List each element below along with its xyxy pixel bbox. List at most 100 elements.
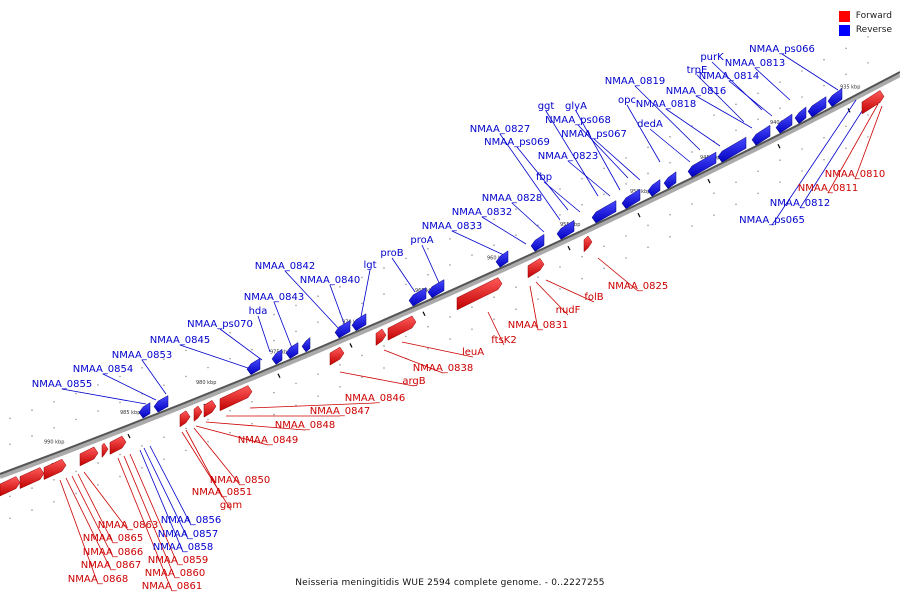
grid-dot bbox=[75, 418, 77, 421]
grid-dot bbox=[75, 392, 77, 395]
gene-label-argb: argB bbox=[402, 376, 425, 387]
grid-dots bbox=[9, 36, 869, 520]
grid-dot bbox=[251, 348, 253, 351]
grid-dot bbox=[163, 358, 165, 360]
gene-label-nmaa-ps067: NMAA_ps067 bbox=[561, 129, 627, 140]
grid-dot bbox=[647, 146, 649, 149]
gene-label-nmaa-ps065: NMAA_ps065 bbox=[739, 215, 805, 226]
grid-dot bbox=[581, 203, 583, 206]
gene-label-nmaa-0825: NMAA_0825 bbox=[608, 281, 669, 292]
forward-gene-block bbox=[387, 315, 417, 341]
grid-dot bbox=[185, 349, 187, 352]
grid-dot bbox=[339, 364, 341, 366]
grid-dot bbox=[207, 366, 209, 369]
grid-dot bbox=[251, 400, 253, 403]
gene-label-nudf: nudF bbox=[556, 305, 581, 316]
forward-gene-block bbox=[193, 405, 203, 422]
grid-dot bbox=[801, 170, 803, 172]
grid-dot bbox=[229, 331, 231, 334]
grid-dot bbox=[449, 264, 451, 266]
gene-label-purk: purK bbox=[700, 52, 724, 63]
leader-line-nmaa-0814 bbox=[728, 80, 773, 117]
gene-label-nmaa-0860: NMAA_0860 bbox=[145, 568, 206, 579]
leader-line-nmaa-0832 bbox=[481, 216, 527, 245]
gene-label-nmaa-0845: NMAA_0845 bbox=[150, 335, 211, 346]
grid-dot bbox=[141, 367, 143, 369]
grid-dot bbox=[383, 293, 385, 295]
genome-axis bbox=[0, 71, 900, 475]
leader-line-hda bbox=[257, 315, 271, 353]
grid-dot bbox=[515, 234, 517, 237]
leader-line-trpe bbox=[696, 74, 745, 123]
leader-line-nmaa-0853 bbox=[141, 359, 167, 395]
grid-dot bbox=[735, 181, 737, 184]
grid-dot bbox=[405, 257, 407, 260]
forward-gene-block bbox=[329, 346, 345, 366]
leader-line-nmaa-0843 bbox=[273, 301, 293, 349]
gene-label-trpe: trpE bbox=[687, 65, 708, 76]
grid-dot bbox=[779, 107, 781, 109]
legend-reverse: Reverse bbox=[838, 23, 892, 37]
axis-tick-label: 990 kbp bbox=[44, 439, 64, 445]
axis-tick-label: 985 kbp bbox=[120, 410, 140, 416]
reverse-gene-block bbox=[495, 250, 509, 268]
grid-dot bbox=[163, 458, 165, 460]
leader-line-nmaa-0813 bbox=[754, 67, 791, 101]
gene-label-nmaa-0812: NMAA_0812 bbox=[770, 198, 831, 209]
grid-dot bbox=[9, 443, 11, 446]
forward-gene-block bbox=[375, 328, 387, 346]
grid-dot bbox=[361, 376, 363, 379]
leader-line-nmaa-0811 bbox=[827, 103, 879, 194]
grid-dot bbox=[317, 395, 319, 397]
grid-dot bbox=[559, 288, 561, 290]
grid-dot bbox=[427, 273, 429, 276]
legend-forward-label: Forward bbox=[855, 11, 892, 21]
grid-dot bbox=[823, 136, 825, 139]
gene-label-nmaa-0856: NMAA_0856 bbox=[161, 515, 222, 526]
grid-dot bbox=[559, 188, 561, 190]
leader-line-nmaa-0818 bbox=[665, 108, 721, 147]
grid-dot bbox=[119, 475, 121, 478]
grid-dot bbox=[559, 214, 561, 216]
grid-dot bbox=[867, 36, 869, 38]
grid-dot bbox=[119, 375, 121, 378]
grid-dot bbox=[207, 340, 209, 343]
forward-gene-block bbox=[219, 385, 253, 412]
grid-dot bbox=[581, 277, 583, 280]
grid-dot bbox=[273, 391, 275, 394]
gene-label-deda: dedA bbox=[637, 119, 663, 130]
grid-dot bbox=[845, 147, 847, 150]
grid-dot bbox=[75, 470, 77, 473]
grid-dot bbox=[361, 354, 363, 357]
grid-dot bbox=[163, 436, 165, 438]
forward-gene-block bbox=[179, 410, 191, 428]
gene-label-lgt: lgt bbox=[363, 260, 376, 271]
gene-label-nmaa-0818: NMAA_0818 bbox=[636, 99, 697, 110]
reverse-gene-block bbox=[775, 113, 793, 134]
gene-label-nmaa-0838: NMAA_0838 bbox=[413, 363, 474, 374]
reverse-swatch bbox=[838, 24, 850, 36]
reverse-gene-block bbox=[717, 136, 747, 163]
grid-dot bbox=[53, 400, 55, 403]
leader-line-nmaa-0868 bbox=[59, 479, 99, 585]
forward-gene-block bbox=[101, 442, 109, 459]
grid-dot bbox=[361, 276, 363, 279]
gene-label-nmaa-0848: NMAA_0848 bbox=[275, 420, 336, 431]
leader-line-nmaa-0856 bbox=[149, 445, 192, 526]
grid-dot bbox=[53, 426, 55, 429]
gene-label-nmaa-0847: NMAA_0847 bbox=[310, 406, 371, 417]
grid-dot bbox=[273, 313, 275, 316]
gene-label-nmaa-0840: NMAA_0840 bbox=[300, 275, 361, 286]
leader-line-nmaa-0831 bbox=[529, 285, 539, 331]
grid-dot bbox=[31, 487, 33, 489]
axis-tick-label: 935 kbp bbox=[840, 84, 860, 90]
leader-line-nmaa-ps069 bbox=[516, 146, 569, 211]
grid-dot bbox=[383, 345, 385, 347]
grid-dot bbox=[757, 118, 759, 121]
reverse-gene-block bbox=[530, 233, 545, 252]
grid-dot bbox=[669, 235, 671, 238]
grid-dot bbox=[383, 267, 385, 269]
leader-line-folb bbox=[545, 279, 595, 303]
leader-line-nmaa-0848 bbox=[205, 421, 306, 431]
